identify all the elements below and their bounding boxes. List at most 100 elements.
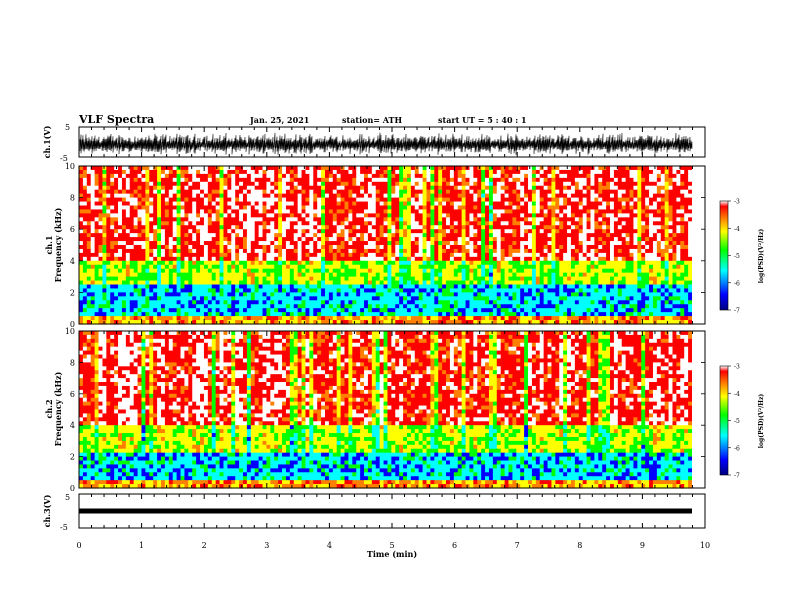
spectrogram-cell xyxy=(160,213,166,218)
spectrogram-cell xyxy=(688,221,693,226)
spectrogram-cell xyxy=(442,205,447,211)
spectrogram-cell xyxy=(200,173,205,179)
spectrogram-cell xyxy=(563,229,568,234)
spectrogram-cell xyxy=(594,193,599,199)
spectrogram-cell xyxy=(176,272,182,278)
spectrogram-cell xyxy=(180,197,186,203)
spectrogram-cell xyxy=(192,217,197,222)
spectrogram-cell xyxy=(492,185,498,191)
spectrogram-cell xyxy=(457,241,463,246)
spectrogram-cell xyxy=(86,205,92,211)
spectrogram-cell xyxy=(652,260,658,266)
spectrogram-cell xyxy=(160,193,166,199)
spectrogram-cell xyxy=(274,276,279,282)
spectrogram-cell xyxy=(149,237,154,242)
spectrogram-cell xyxy=(551,284,556,290)
spectrogram-cell xyxy=(106,185,111,191)
spectrogram-cell xyxy=(164,197,170,203)
spectrogram-cell xyxy=(524,288,529,293)
spectrogram-cell xyxy=(367,268,373,274)
spectrogram-cell xyxy=(367,169,373,175)
spectrogram-cell xyxy=(164,229,170,234)
spectrogram-cell xyxy=(660,166,666,171)
spectrogram-cell xyxy=(102,213,107,218)
spectrogram-cell xyxy=(141,284,146,290)
spectrogram-cell xyxy=(465,245,471,250)
spectrogram-cell xyxy=(157,217,162,222)
spectrogram-cell xyxy=(426,272,431,278)
spectrogram-cell xyxy=(559,185,564,191)
spectrogram-cell xyxy=(582,173,588,179)
spectrogram-cell xyxy=(344,256,349,262)
spectrogram-cell xyxy=(285,193,291,199)
spectrogram-cell xyxy=(274,252,279,258)
spectrogram-cell xyxy=(399,252,404,258)
spectrogram-cell xyxy=(637,248,642,254)
spectrogram-cell xyxy=(520,288,525,293)
spectrogram-cell xyxy=(356,181,361,187)
spectrogram-cell xyxy=(125,197,131,203)
spectrogram-cell xyxy=(168,185,174,191)
spectrogram-cell xyxy=(231,169,236,175)
spectrogram-cell xyxy=(258,193,264,199)
spectrogram-cell xyxy=(176,248,182,254)
spectrogram-cell xyxy=(434,201,439,207)
spectrogram-cell xyxy=(473,276,478,282)
spectrogram-cell xyxy=(403,260,408,266)
spectrogram-cell xyxy=(82,268,88,274)
spectrogram-cell xyxy=(383,233,389,238)
spectrogram-cell xyxy=(79,181,84,187)
spectrogram-cell xyxy=(559,241,564,246)
spectrogram-cell xyxy=(438,185,443,191)
spectrogram-cell xyxy=(426,221,431,226)
spectrogram-cell xyxy=(332,237,338,242)
spectrogram-cell xyxy=(547,197,553,203)
spectrogram-cell xyxy=(473,256,478,262)
spectrogram-cell xyxy=(231,256,236,262)
spectrogram-cell xyxy=(446,221,451,226)
spectrogram-cell xyxy=(86,217,92,222)
spectrogram-cell xyxy=(207,272,213,278)
spectrogram-cell xyxy=(641,185,646,191)
spectrogram-cell xyxy=(219,252,225,258)
spectrogram-cell xyxy=(430,237,435,242)
spectrogram-cell xyxy=(235,173,240,179)
spectrogram-cell xyxy=(274,260,279,266)
spectrogram-cell xyxy=(660,284,666,290)
spectrogram-cell xyxy=(356,209,361,214)
spectrogram-cell xyxy=(481,237,486,242)
spectrogram-cell xyxy=(270,241,275,246)
spectrogram-cell xyxy=(633,213,638,218)
spectrogram-cell xyxy=(196,197,201,203)
spectrogram-cell xyxy=(508,268,513,274)
spectrogram-cell xyxy=(141,264,146,270)
spectrogram-cell xyxy=(180,185,186,191)
spectrogram-cell xyxy=(410,217,416,222)
spectrogram-cell xyxy=(563,248,568,254)
spectrogram-cell xyxy=(356,229,361,234)
spectrogram-cell xyxy=(559,229,564,234)
spectrogram-cell xyxy=(305,185,310,191)
spectrogram-cell xyxy=(633,276,638,282)
spectrogram-cell xyxy=(453,169,459,175)
spectrogram-cell xyxy=(563,221,568,226)
spectrogram-cell xyxy=(578,272,584,278)
spectrogram-cell xyxy=(672,181,677,187)
spectrogram-cell xyxy=(79,284,84,290)
spectrogram-cell xyxy=(235,241,240,246)
spectrogram-cell xyxy=(656,185,662,191)
spectrogram-cell xyxy=(453,252,459,258)
spectrogram-cell xyxy=(262,225,268,230)
spectrogram-cell xyxy=(180,201,186,207)
spectrogram-cell xyxy=(313,237,318,242)
spectrogram-cell xyxy=(157,177,162,183)
spectrogram-cell xyxy=(625,193,631,199)
spectrogram-cell xyxy=(254,233,260,238)
spectrogram-cell xyxy=(578,189,584,195)
spectrogram-cell xyxy=(321,264,326,270)
spectrogram-cell xyxy=(504,252,510,258)
spectrogram-cell xyxy=(293,233,299,238)
spectrogram-cell xyxy=(340,241,346,246)
spectrogram-cell xyxy=(672,166,677,171)
spectrogram-cell xyxy=(555,284,560,290)
